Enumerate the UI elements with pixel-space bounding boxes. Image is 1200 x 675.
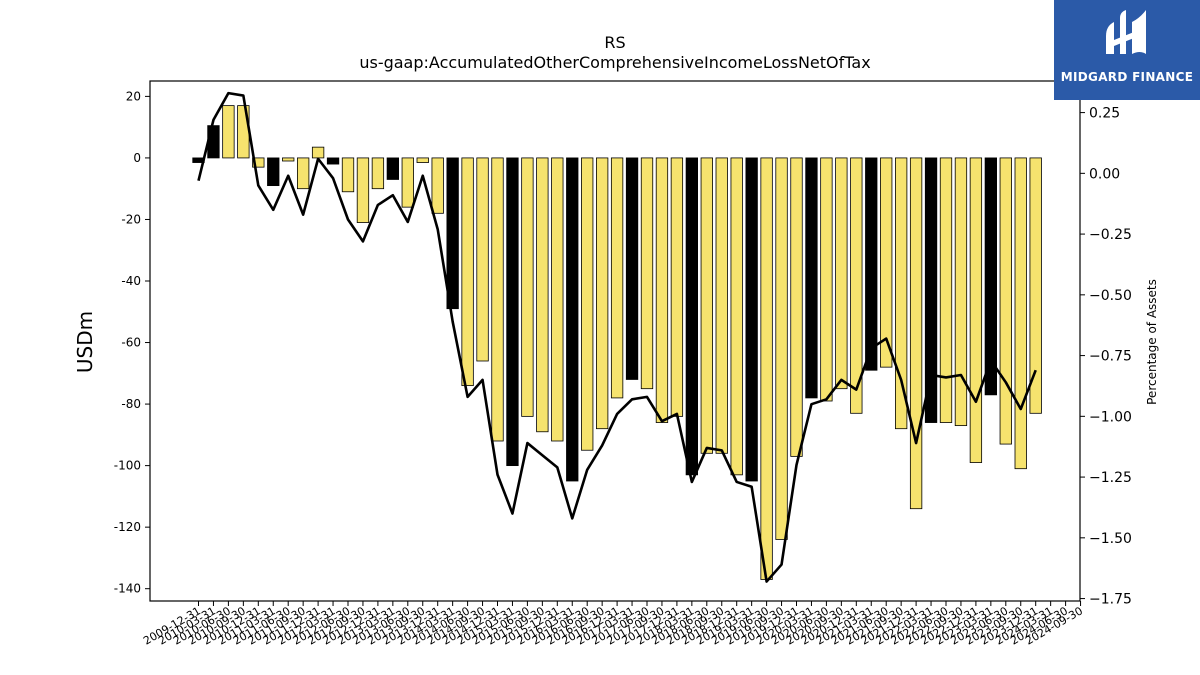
bar-16 xyxy=(431,157,444,214)
y-tick-label: -100 xyxy=(114,459,141,473)
bar-54 xyxy=(999,157,1012,445)
bar-33 xyxy=(685,157,698,476)
y2-axis-label: Percentage of Assets xyxy=(1145,279,1159,405)
percentage-line xyxy=(197,91,1037,583)
bar-48 xyxy=(909,157,923,510)
bar-4 xyxy=(252,157,265,168)
bar-52 xyxy=(969,157,983,463)
y-axis: 20 0 -20 -40 -60 -80 -100 -120 -140 xyxy=(114,89,150,596)
bar-47 xyxy=(895,157,908,430)
y-axis-label: USDm xyxy=(73,311,97,373)
y-tick-label: -20 xyxy=(121,212,141,226)
y-tick-label: -60 xyxy=(121,336,141,350)
bar-7 xyxy=(296,157,310,190)
chart-subtitle: us-gaap:AccumulatedOtherComprehensiveInc… xyxy=(359,53,870,72)
bar-35 xyxy=(715,157,728,454)
y-tick-label: -40 xyxy=(121,274,141,288)
bar-28 xyxy=(610,157,624,399)
bar-42 xyxy=(820,157,833,402)
y2-tick-label: −0.75 xyxy=(1089,349,1132,365)
bar-49 xyxy=(924,157,938,423)
y2-tick-label: 0.25 xyxy=(1089,106,1120,122)
bar-26 xyxy=(581,157,594,451)
bar-34 xyxy=(700,157,713,454)
bar-44 xyxy=(850,157,863,414)
bar-2 xyxy=(222,105,235,159)
brand-logo: MIDGARD FINANCE xyxy=(1054,0,1200,100)
bar-8 xyxy=(311,146,325,159)
y2-tick-label: −1.25 xyxy=(1089,470,1132,486)
bar-15 xyxy=(416,157,429,163)
x-axis: 2009-12-312010-03-312010-06-302010-09-30… xyxy=(141,601,1085,648)
bar-36 xyxy=(730,157,743,476)
y-tick-label: -80 xyxy=(121,397,141,411)
y2-tick-label: −0.25 xyxy=(1089,227,1132,243)
bar-32 xyxy=(670,157,684,417)
bar-1 xyxy=(207,125,220,159)
bar-46 xyxy=(880,157,893,368)
bar-13 xyxy=(386,157,400,180)
bar-50 xyxy=(939,157,953,423)
y-tick-label: -140 xyxy=(114,582,141,596)
logo-text: MIDGARD FINANCE xyxy=(1060,70,1194,84)
bar-38 xyxy=(760,157,773,580)
bar-22 xyxy=(521,157,534,417)
bar-20 xyxy=(491,157,504,442)
bar-51 xyxy=(954,157,968,427)
bar-21 xyxy=(506,157,519,467)
bar-11 xyxy=(356,157,370,223)
bar-23 xyxy=(536,157,549,433)
bar-27 xyxy=(596,157,609,430)
y2-axis: 0.25 0.00 −0.25 −0.50 −0.75 −1.00 −1.25 −1.50 −1… xyxy=(1080,106,1132,608)
chart-title: RS xyxy=(604,33,625,52)
bar-19 xyxy=(476,157,489,362)
y2-tick-label: −0.50 xyxy=(1089,288,1132,304)
y2-tick-label: 0.00 xyxy=(1089,166,1120,182)
bar-10 xyxy=(341,157,355,193)
bar-14 xyxy=(401,157,414,208)
bar-24 xyxy=(551,157,564,442)
line-layer xyxy=(197,91,1037,583)
bar-31 xyxy=(655,157,669,423)
bar-39 xyxy=(775,157,788,540)
bar-30 xyxy=(640,157,654,390)
bar-43 xyxy=(835,157,848,390)
y2-tick-label: −1.00 xyxy=(1089,409,1132,425)
bar-6 xyxy=(282,157,295,162)
y-tick-label: 20 xyxy=(126,89,141,103)
bar-40 xyxy=(790,157,803,457)
bar-45 xyxy=(865,157,878,371)
bar-9 xyxy=(326,157,340,165)
plot-frame xyxy=(149,80,1081,602)
bar-5 xyxy=(267,157,280,187)
bar-53 xyxy=(984,157,997,396)
bar-29 xyxy=(625,157,639,380)
y-tick-label: -120 xyxy=(114,520,141,534)
y2-tick-label: −1.75 xyxy=(1089,592,1132,608)
bar-25 xyxy=(566,157,579,482)
y-tick-label: 0 xyxy=(133,151,141,165)
bar-18 xyxy=(461,157,474,387)
bar-56 xyxy=(1029,157,1042,414)
bar-37 xyxy=(745,157,758,482)
bar-17 xyxy=(446,157,459,310)
y2-tick-label: −1.50 xyxy=(1089,531,1132,547)
logo-mark-icon xyxy=(1106,10,1146,54)
bar-group xyxy=(192,105,1042,580)
bar-55 xyxy=(1014,157,1027,470)
bar-12 xyxy=(371,157,385,190)
bar-41 xyxy=(805,157,818,399)
